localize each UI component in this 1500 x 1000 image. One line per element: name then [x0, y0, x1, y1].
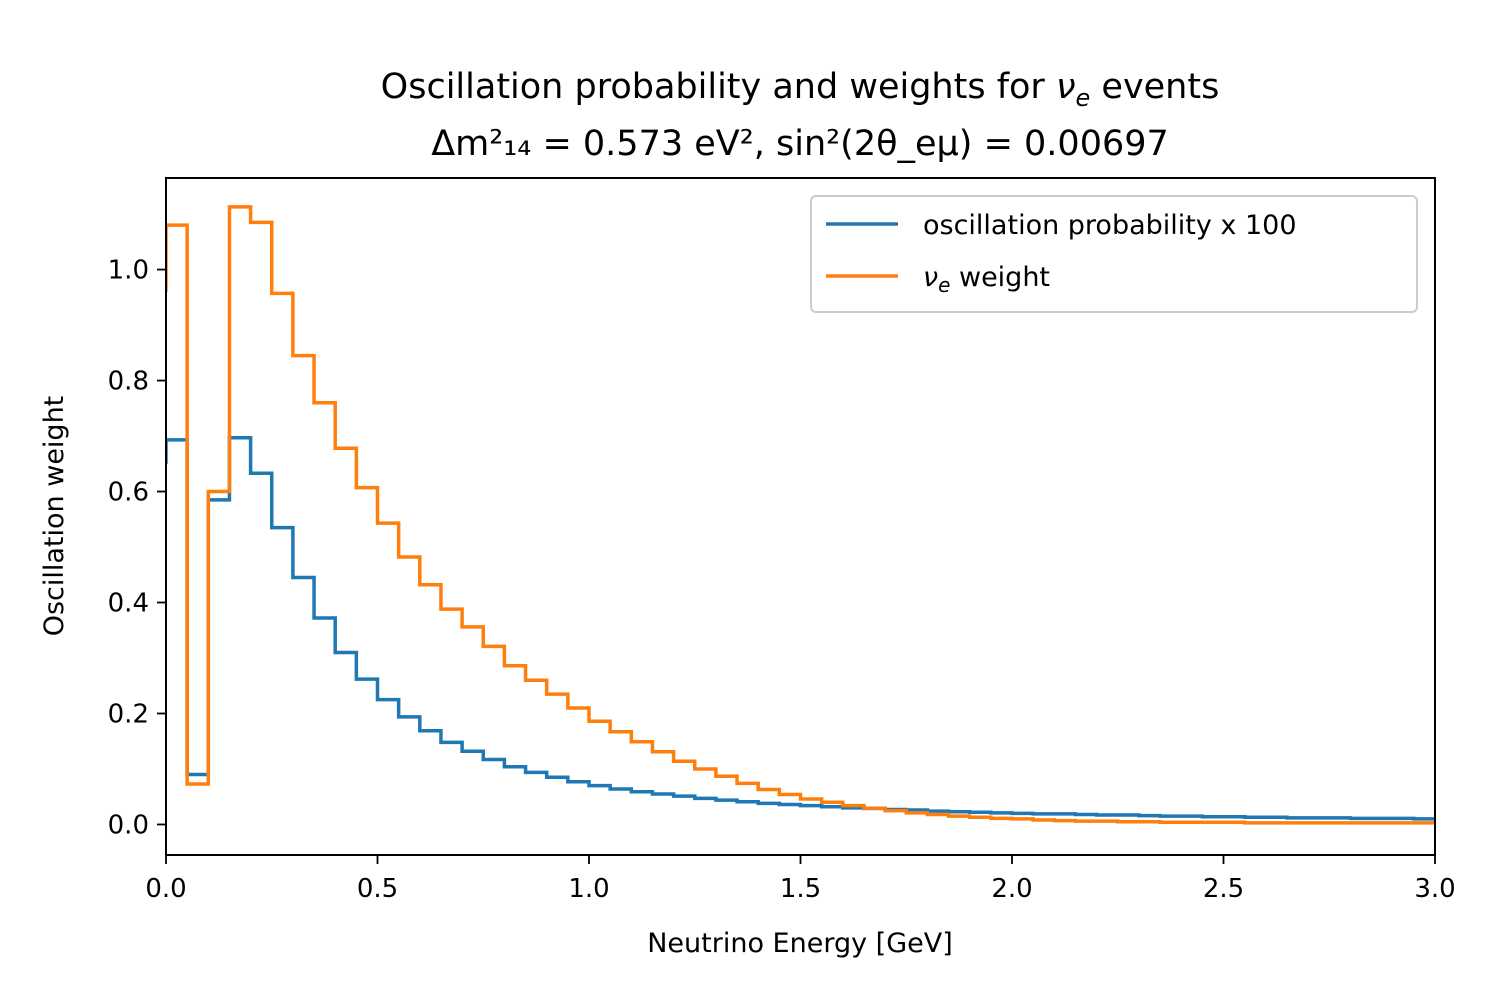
x-tick-label: 2.5 — [1203, 874, 1244, 904]
y-tick-label: 0.8 — [108, 367, 149, 397]
x-axis: 0.0 0.5 1.0 1.5 2.0 2.5 3.0 — [145, 855, 1456, 904]
x-tick-label: 3.0 — [1414, 874, 1455, 904]
y-tick-label: 0.0 — [108, 810, 149, 840]
y-tick-label: 0.2 — [108, 699, 149, 729]
chart-title-nu-subscript: e — [1076, 84, 1091, 112]
legend-nu-subscript: e — [938, 273, 950, 297]
chart-title-suffix: events — [1090, 67, 1219, 107]
y-axis: 0.0 0.2 0.4 0.6 0.8 1.0 — [108, 256, 166, 840]
y-tick-label: 1.0 — [108, 256, 149, 286]
chart-title-prefix: Oscillation probability and weights for — [381, 67, 1056, 107]
x-tick-label: 0.0 — [145, 874, 186, 904]
y-tick-label: 0.4 — [108, 589, 149, 619]
legend-nu-symbol: ν — [923, 262, 938, 293]
legend-box — [810, 195, 1418, 313]
legend: oscillation probability x 100 νe weight — [810, 195, 1418, 313]
series-oscillation-probability-line — [166, 435, 1435, 821]
legend-label-nu-e-weight: νe weight — [923, 262, 1050, 297]
legend-weight-suffix: weight — [950, 262, 1050, 293]
chart-title-line-1: Oscillation probability and weights for … — [381, 67, 1220, 112]
x-tick-label: 2.0 — [991, 874, 1032, 904]
x-axis-label: Neutrino Energy [GeV] — [647, 928, 953, 959]
legend-label-oscillation-probability: oscillation probability x 100 — [923, 210, 1297, 241]
x-tick-label: 1.5 — [780, 874, 821, 904]
y-tick-label: 0.6 — [108, 478, 149, 508]
x-tick-label: 1.0 — [568, 874, 609, 904]
x-tick-label: 0.5 — [357, 874, 398, 904]
chart-title-nu-symbol: ν — [1056, 67, 1076, 107]
series-layer — [166, 205, 1435, 825]
y-axis-label: Oscillation weight — [39, 396, 70, 637]
chart-title-line-2: Δm²₁₄ = 0.573 eV², sin²(2θ_eμ) = 0.00697 — [431, 124, 1169, 164]
series-nu-e-weight-line — [166, 205, 1435, 825]
